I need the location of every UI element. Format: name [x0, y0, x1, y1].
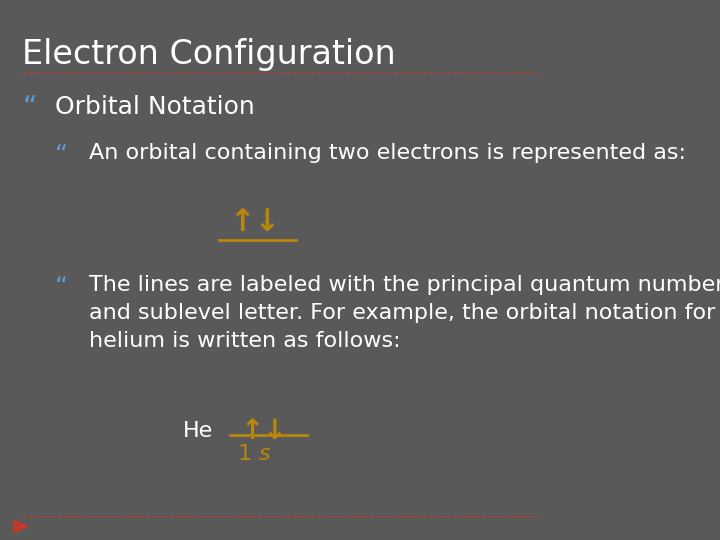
Text: The lines are labeled with the principal quantum number
and sublevel letter. For: The lines are labeled with the principal… [89, 275, 720, 352]
Text: “: “ [22, 94, 37, 123]
Polygon shape [14, 520, 27, 533]
Text: “: “ [55, 275, 68, 299]
Text: ↑↓: ↑↓ [230, 208, 281, 237]
Text: ↑↓: ↑↓ [240, 417, 287, 445]
Text: 1: 1 [238, 444, 259, 464]
Text: Electron Configuration: Electron Configuration [22, 38, 396, 71]
Text: s: s [259, 444, 271, 464]
Text: “: “ [55, 143, 68, 167]
Text: Orbital Notation: Orbital Notation [55, 94, 255, 118]
Text: He: He [183, 421, 213, 441]
Text: An orbital containing two electrons is represented as:: An orbital containing two electrons is r… [89, 143, 685, 163]
